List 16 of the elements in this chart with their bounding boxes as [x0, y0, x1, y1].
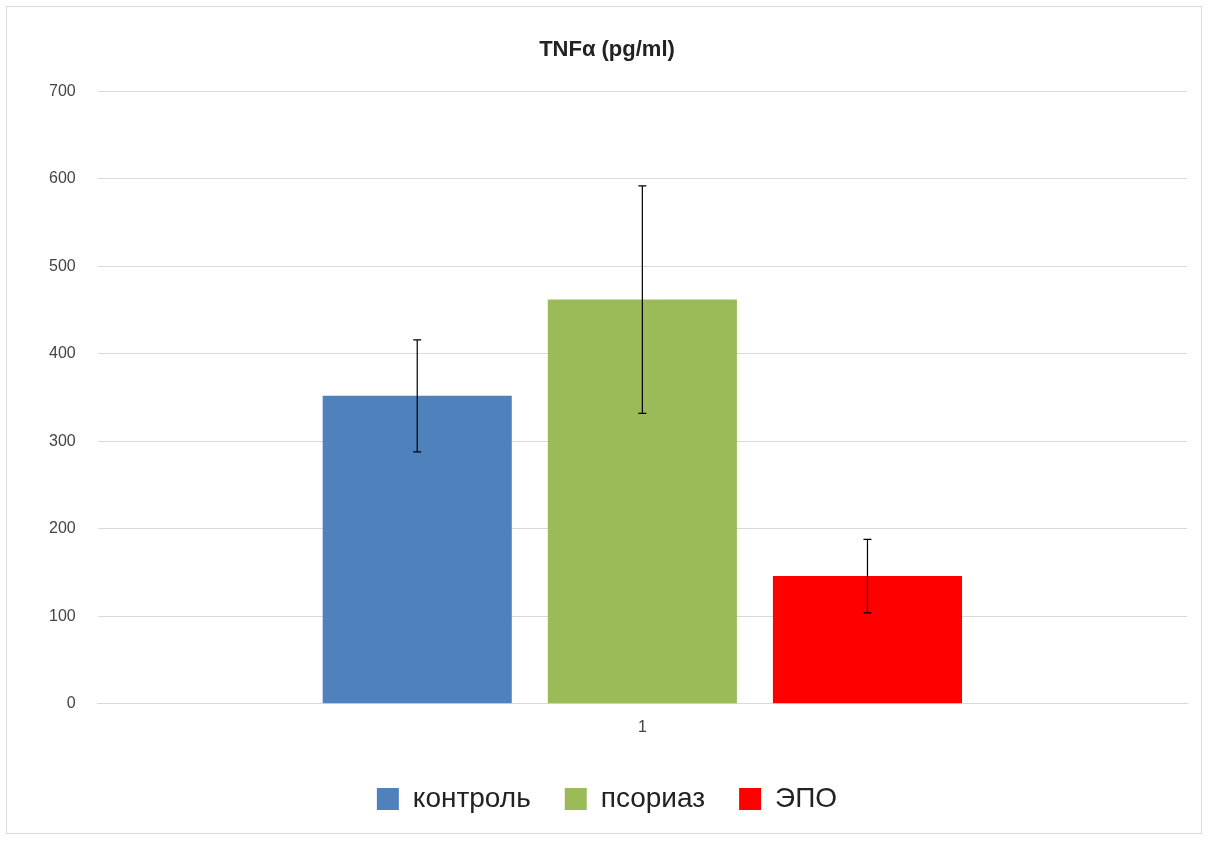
legend-label: контроль	[412, 781, 531, 813]
y-tick-label: 300	[48, 431, 76, 449]
y-tick-label: 600	[48, 169, 76, 187]
bar	[772, 576, 963, 704]
legend-label: ЭПО	[775, 781, 838, 813]
y-tick-label: 400	[48, 344, 76, 362]
y-tick-label: 100	[48, 606, 76, 624]
bar	[547, 299, 737, 704]
legend-label: псориаз	[600, 781, 706, 813]
y-tick-label: 500	[48, 256, 76, 274]
x-tick-label: 1	[637, 717, 647, 735]
bar	[322, 395, 512, 704]
y-tick-label: 700	[48, 81, 76, 99]
chart-title: TNFα (pg/ml)	[539, 36, 675, 62]
y-tick-label: 0	[66, 694, 76, 712]
y-tick-label: 200	[48, 519, 76, 537]
